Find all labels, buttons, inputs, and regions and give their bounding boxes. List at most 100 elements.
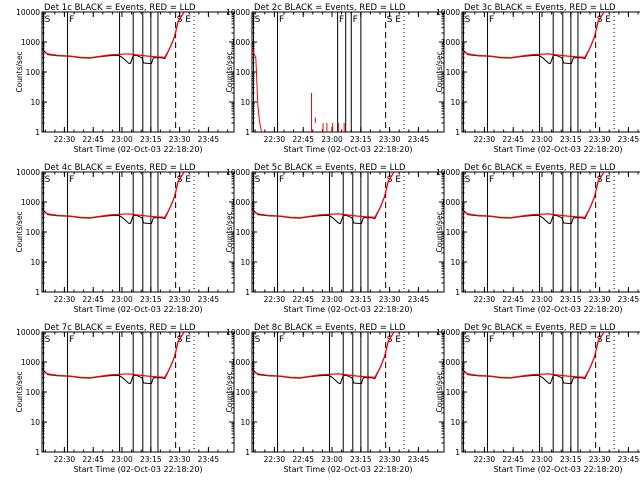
x-tick-label: 23:45: [618, 295, 640, 304]
panel-title: Det 3c BLACK = Events, RED = LLD: [464, 3, 616, 13]
x-tick-label: 23:45: [618, 455, 640, 464]
y-tick-label: 10: [30, 418, 40, 427]
plot-frame: [461, 331, 640, 453]
event-letter: F: [69, 335, 74, 345]
lld-curve: [251, 48, 263, 133]
panel-title: Det 6c BLACK = Events, RED = LLD: [464, 163, 616, 173]
y-tick-label: 10: [30, 258, 40, 267]
y-tick-label: 100: [26, 228, 41, 237]
event-letter: F: [489, 175, 494, 185]
y-tick-label: 1000: [231, 358, 250, 367]
x-tick-label: 23:00: [111, 295, 133, 304]
y-axis-label: Counts/sec: [435, 51, 444, 92]
lld-curve: [41, 11, 185, 59]
event-letter: F: [489, 15, 494, 25]
event-letter: E: [605, 335, 611, 345]
lld-curve: [251, 331, 395, 379]
event-letter: S: [177, 15, 183, 25]
y-tick-label: 10000: [436, 168, 460, 177]
event-letter: F: [489, 335, 494, 345]
x-tick-label: 22:45: [82, 135, 104, 144]
event-letter: S: [177, 175, 183, 185]
x-axis-label: Start Time (02-Oct-03 22:18:20): [283, 145, 412, 154]
x-tick-label: 22:30: [474, 295, 496, 304]
event-letter: S: [177, 335, 183, 345]
lld-curve: [461, 171, 605, 219]
y-tick-label: 10000: [436, 328, 460, 337]
event-letter: E: [605, 15, 611, 25]
x-axis-label: Start Time (02-Oct-03 22:18:20): [493, 145, 622, 154]
y-tick-label: 1: [35, 128, 40, 137]
detector-panel: Det 7c BLACK = Events, RED = LLD 1 10 100 10…: [15, 323, 235, 474]
x-tick-label: 23:45: [198, 455, 220, 464]
x-tick-label: 22:45: [292, 295, 314, 304]
y-tick-label: 1: [35, 288, 40, 297]
event-letter: S: [255, 15, 261, 25]
y-tick-label: 10000: [226, 328, 250, 337]
y-tick-label: 10000: [16, 8, 40, 17]
y-axis-label: Counts/sec: [15, 211, 24, 252]
event-letter: E: [185, 335, 191, 345]
x-tick-label: 23:00: [531, 295, 553, 304]
y-tick-label: 100: [26, 68, 41, 77]
x-tick-label: 22:45: [82, 295, 104, 304]
event-letter: S: [597, 335, 603, 345]
x-axis-label: Start Time (02-Oct-03 22:18:20): [73, 305, 202, 314]
event-letter: F: [69, 15, 74, 25]
x-tick-label: 23:15: [560, 135, 582, 144]
x-tick-label: 23:30: [589, 135, 611, 144]
x-tick-label: 22:30: [264, 455, 286, 464]
y-tick-label: 1000: [441, 358, 460, 367]
x-tick-label: 22:45: [292, 455, 314, 464]
x-tick-label: 23:30: [379, 455, 401, 464]
y-tick-label: 100: [236, 68, 251, 77]
x-axis-label: Start Time (02-Oct-03 22:18:20): [73, 465, 202, 474]
y-tick-label: 1000: [231, 38, 250, 47]
panel-title: Det 5c BLACK = Events, RED = LLD: [254, 163, 406, 173]
y-tick-label: 1: [455, 448, 460, 457]
plot-frame: [41, 171, 235, 293]
x-tick-label: 22:30: [54, 295, 76, 304]
plot-frame: [461, 11, 640, 133]
y-axis-label: Counts/sec: [225, 371, 234, 412]
x-tick-label: 23:00: [321, 455, 343, 464]
y-tick-label: 1000: [441, 198, 460, 207]
x-tick-label: 23:15: [140, 135, 162, 144]
x-tick-label: 23:45: [408, 455, 430, 464]
panel-title: Det 9c BLACK = Events, RED = LLD: [464, 323, 616, 333]
x-tick-label: 23:45: [408, 135, 430, 144]
y-tick-label: 100: [236, 388, 251, 397]
y-axis-label: Counts/sec: [225, 51, 234, 92]
x-tick-label: 23:30: [589, 455, 611, 464]
y-tick-label: 10000: [16, 168, 40, 177]
x-tick-label: 23:15: [560, 455, 582, 464]
x-tick-label: 22:30: [264, 135, 286, 144]
x-tick-label: 22:45: [502, 295, 524, 304]
y-tick-label: 10000: [226, 8, 250, 17]
detector-panel: Det 6c BLACK = Events, RED = LLD 1 10 100 10…: [435, 163, 640, 314]
y-tick-label: 10: [450, 418, 460, 427]
x-tick-label: 22:45: [502, 135, 524, 144]
x-axis-label: Start Time (02-Oct-03 22:18:20): [283, 305, 412, 314]
x-tick-label: 23:30: [379, 295, 401, 304]
y-tick-label: 1: [245, 448, 250, 457]
detector-panel: Det 4c BLACK = Events, RED = LLD 1 10 100 10…: [15, 163, 235, 314]
plot-frame: [41, 331, 235, 453]
lld-curve: [461, 11, 605, 59]
y-axis-label: Counts/sec: [15, 51, 24, 92]
plot-frame: [251, 11, 445, 133]
x-tick-label: 22:30: [54, 455, 76, 464]
x-tick-label: 23:45: [408, 295, 430, 304]
x-tick-label: 23:00: [321, 295, 343, 304]
event-letter: S: [45, 15, 51, 25]
x-tick-label: 23:00: [321, 135, 343, 144]
event-letter: E: [395, 175, 401, 185]
y-axis-label: Counts/sec: [435, 211, 444, 252]
y-tick-label: 10000: [226, 168, 250, 177]
event-letter: F: [279, 175, 284, 185]
detector-panel: Det 1c BLACK = Events, RED = LLD 1 10 100 10…: [15, 3, 235, 154]
x-axis-label: Start Time (02-Oct-03 22:18:20): [493, 305, 622, 314]
y-tick-label: 1: [455, 288, 460, 297]
panel-title: Det 1c BLACK = Events, RED = LLD: [44, 3, 196, 13]
y-tick-label: 10000: [16, 328, 40, 337]
